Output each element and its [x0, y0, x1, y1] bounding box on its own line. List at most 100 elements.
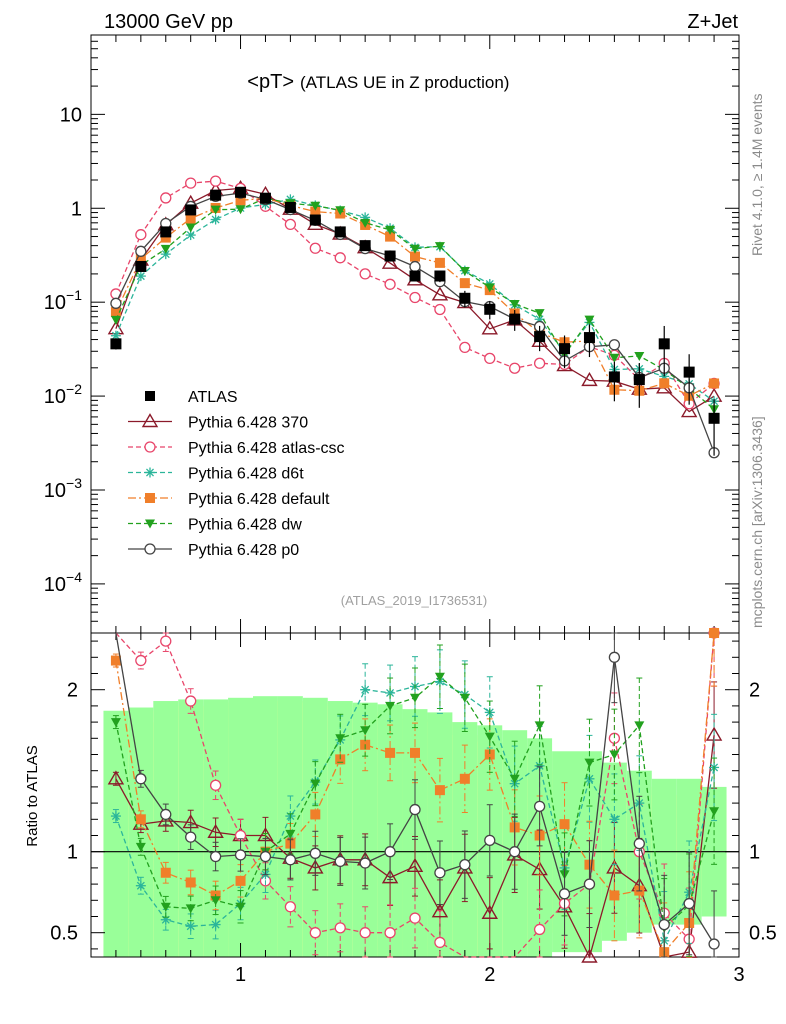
- series-dw-main-point: [509, 299, 520, 309]
- atlas-data-point: [160, 226, 172, 238]
- y-tick-label: 10−2: [44, 381, 82, 408]
- series-dw-ratio-point: [185, 904, 196, 914]
- ratio-tick-label-right: 0.5: [749, 923, 777, 945]
- series-default-ratio-point: [160, 867, 171, 878]
- series-d6t-ratio-point: [185, 921, 196, 932]
- atlas-data-point: [359, 240, 371, 252]
- header-right: Z+Jet: [687, 11, 738, 33]
- series-dw-ratio-point: [410, 693, 420, 703]
- rivet-label: Rivet 4.1.0, ≥ 1.4M events: [749, 93, 765, 256]
- series-dw-main-point: [335, 206, 346, 216]
- series-dw-ratio-point: [434, 672, 445, 682]
- series-atlas-csc-ratio-point: [309, 927, 321, 939]
- y-tick-label: 10−3: [44, 475, 82, 502]
- series-p0-ratio-point: [135, 773, 147, 785]
- series-default-ratio-point: [135, 814, 146, 825]
- series-p0-ratio-point: [558, 888, 571, 900]
- star-arm: [136, 881, 145, 890]
- series-dw-ratio-point: [210, 896, 221, 906]
- series-atlas-csc-main-point: [409, 291, 421, 304]
- series-atlas-csc-main-point: [209, 175, 222, 187]
- atlas-data-point: [633, 374, 645, 386]
- series-370-ratio-point: [207, 823, 224, 838]
- ratio-tick-label-right: 1: [749, 842, 760, 864]
- series-dw-main-point: [484, 283, 495, 293]
- x-tick-label: 1: [235, 964, 246, 986]
- series-atlas-csc-main-point: [135, 229, 147, 241]
- series-370-ratio-point: [157, 812, 174, 827]
- series-d6t-ratio-point: [110, 811, 121, 822]
- x-tick-label: 2: [484, 964, 495, 986]
- legend-marker: [144, 543, 156, 555]
- series-p0-ratio-point: [359, 857, 371, 869]
- legend-marker: [145, 391, 155, 401]
- series-dw-ratio-point: [459, 693, 470, 703]
- series-p0-ratio-point: [658, 918, 670, 931]
- atlas-data-point: [608, 371, 620, 383]
- series-p0-main-point: [135, 245, 147, 257]
- series-default-main-point: [110, 307, 121, 318]
- series-370-main-point: [680, 403, 698, 418]
- series-atlas-csc-main-point: [434, 303, 446, 316]
- series-p0-ratio-point: [533, 800, 546, 812]
- atlas-data-point: [110, 338, 122, 350]
- series-atlas-csc-main-point: [384, 278, 396, 290]
- atlas-data-point: [484, 303, 496, 315]
- series-atlas-csc-ratio-point: [434, 936, 446, 949]
- series-atlas-csc-main-point: [334, 252, 346, 264]
- series-dw-ratio-point: [584, 758, 595, 768]
- series-p0-ratio-point: [259, 850, 272, 863]
- atlas-data-point: [683, 366, 695, 378]
- series-dw-main-point: [534, 309, 545, 319]
- series-dw-ratio-point: [534, 721, 545, 731]
- series-atlas-csc-main-point: [509, 362, 521, 374]
- ratio-tick-label-left: 0.5: [50, 923, 78, 945]
- series-atlas-csc-main-point: [185, 177, 197, 189]
- series-atlas-csc-main-point: [484, 352, 496, 365]
- series-370-main-point: [581, 371, 598, 387]
- series-p0-ratio-point: [484, 834, 496, 847]
- series-atlas-csc-ratio-point: [334, 922, 346, 934]
- series-dw-main-point: [235, 205, 246, 215]
- star-arm: [535, 761, 544, 770]
- series-dw-ratio-point: [385, 701, 396, 711]
- atlas-data-point: [135, 260, 147, 272]
- series-atlas-csc-main-point: [533, 357, 546, 369]
- header-left: 13000 GeV pp: [104, 11, 233, 33]
- legend-item: Pythia 6.428 atlas-csc: [128, 440, 345, 457]
- series-dw-ratio-point: [484, 732, 495, 742]
- series-p0-ratio-point: [160, 808, 172, 821]
- series-default-main-point: [235, 195, 246, 206]
- y-tick-label: 10−1: [44, 287, 82, 314]
- series-d6t-ratio-point: [609, 814, 620, 825]
- legend-marker: [145, 467, 155, 478]
- series-default-main-point: [410, 251, 420, 262]
- tick-labels: 10 1 10−1 10−2 10−3 10−4 0.5 0.5 1 1 2 2 1 2 3: [44, 104, 777, 986]
- star-arm: [111, 331, 120, 340]
- atlas-data-point: [235, 186, 247, 198]
- legend-marker: [141, 413, 159, 428]
- series-dw-ratio-point: [285, 829, 296, 839]
- series-370-main-point: [431, 286, 449, 301]
- series-370-ratio-point: [581, 948, 598, 963]
- atlas-data-point: [658, 338, 670, 350]
- atlas-data-point: [185, 204, 197, 216]
- series-dw-main-point: [385, 225, 396, 235]
- series-370-ratio-point: [381, 869, 399, 884]
- legend-label: ATLAS: [188, 389, 238, 406]
- series-d6t-main-point: [135, 271, 146, 282]
- atlas-data-point: [309, 214, 321, 226]
- series-default-main-point: [459, 278, 470, 289]
- series-dw-ratio-point: [360, 726, 371, 736]
- star-arm: [161, 250, 170, 259]
- series-dw-ratio-point: [135, 842, 146, 852]
- series-dw-ratio-point: [609, 750, 620, 760]
- series-atlas-csc-main-point: [359, 268, 371, 280]
- legend-label: Pythia 6.428 p0: [188, 542, 299, 559]
- series-default-main-point: [310, 206, 321, 217]
- atlas-data-point: [409, 270, 421, 282]
- legend-label: Pythia 6.428 default: [188, 491, 330, 508]
- legend-item: Pythia 6.428 d6t: [128, 466, 304, 483]
- series-p0-ratio-point: [334, 855, 346, 868]
- legend-item: Pythia 6.428 default: [128, 491, 330, 508]
